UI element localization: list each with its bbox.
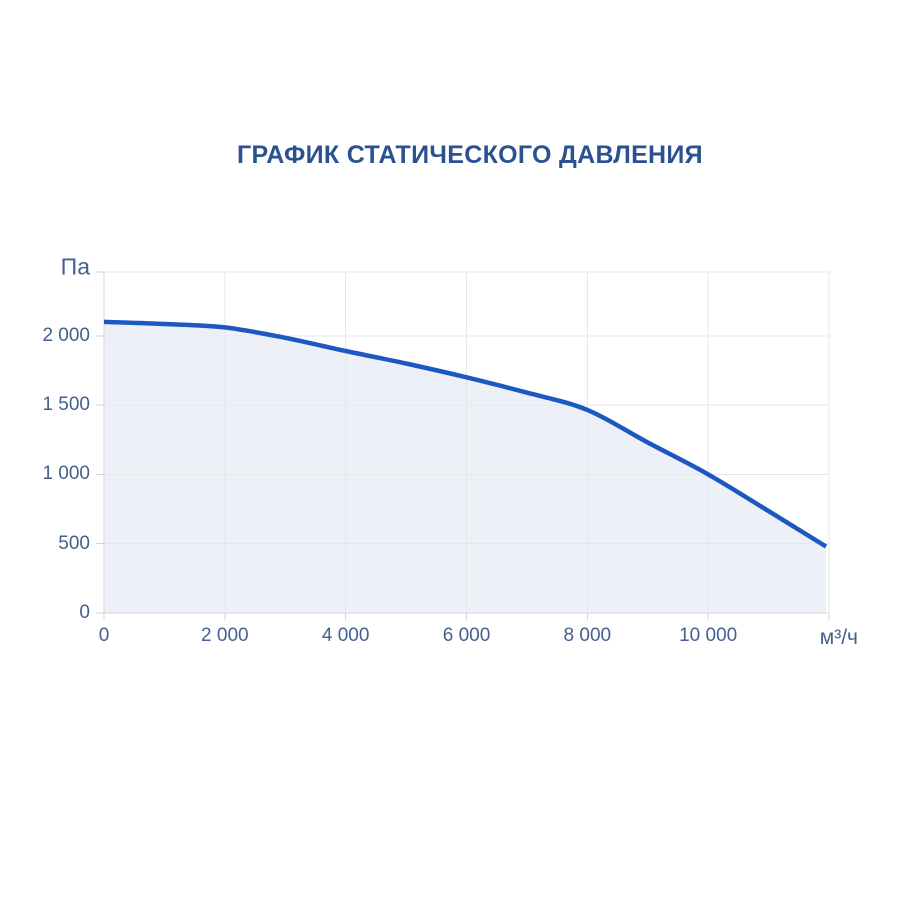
y-tick-label: 1 000 xyxy=(42,463,90,485)
x-tick-label: 0 xyxy=(98,625,110,646)
curve-area-fill xyxy=(104,321,826,613)
y-tick-label: 500 xyxy=(58,532,90,554)
chart-title: ГРАФИК СТАТИЧЕСКОГО ДАВЛЕНИЯ xyxy=(237,141,703,169)
x-tick-label: 10 000 xyxy=(679,625,738,646)
y-axis-unit-label: Па xyxy=(60,253,90,280)
pressure-curve xyxy=(103,319,828,549)
x-axis-unit-label: м³/ч xyxy=(819,626,858,649)
x-tick-label: 2 000 xyxy=(201,625,249,646)
x-tick-label: 6 000 xyxy=(442,625,491,646)
x-tick-label: 8 000 xyxy=(563,625,612,646)
y-tick-label: 1 500 xyxy=(42,394,90,416)
y-tick-label: 2 000 xyxy=(42,324,90,346)
y-tick-label: 0 xyxy=(79,602,90,623)
x-tick-label: 4 000 xyxy=(321,625,370,646)
